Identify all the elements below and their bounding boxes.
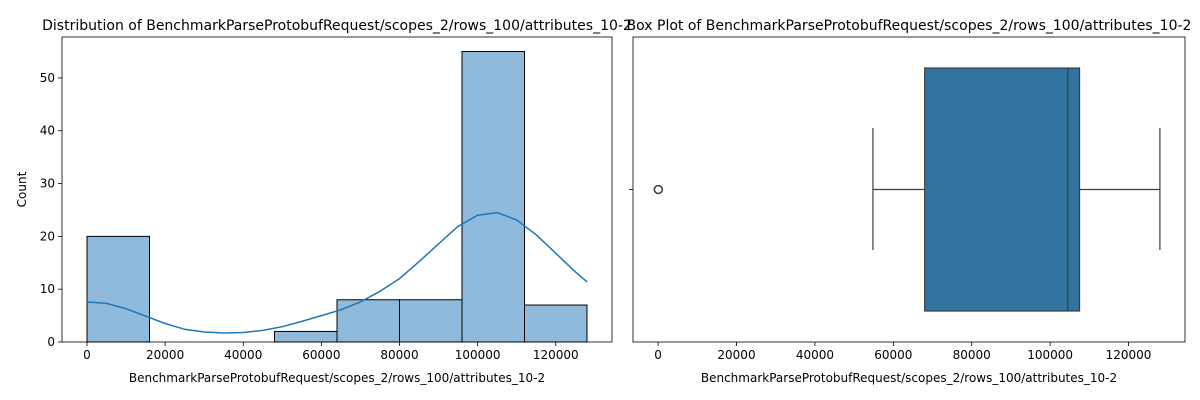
boxplot-outlier-2 — [653, 184, 664, 195]
histogram-bars — [86, 51, 588, 343]
boxplot-box — [924, 67, 1081, 312]
histogram-y-axis-label: Count — [15, 171, 29, 207]
histogram-x-tick-label-120000: 120000 — [533, 348, 579, 362]
boxplot-x-tick-label-40000: 40000 — [796, 348, 834, 362]
boxplot-marks — [653, 67, 1161, 312]
histogram-y-tick-label-10: 10 — [40, 282, 55, 296]
histogram-y-tick-label-50: 50 — [40, 71, 55, 85]
boxplot-x-ticks: 0 20000 40000 60000 80000 100000 120000 — [654, 342, 1151, 362]
histogram-y-tick-label-40: 40 — [40, 124, 55, 138]
histogram-y-tick-label-0: 0 — [47, 335, 55, 349]
histogram-bar-5 — [399, 299, 463, 343]
boxplot-x-tick-label-120000: 120000 — [1106, 348, 1152, 362]
kde-curve — [86, 211, 588, 334]
histogram-panel: 0 20000 40000 60000 80000 100000 120000 0 10 20 3… — [15, 18, 632, 385]
histogram-y-tick-label-20: 20 — [40, 229, 55, 243]
histogram-bar-4 — [336, 299, 400, 343]
histogram-x-tick-label-40000: 40000 — [224, 348, 262, 362]
histogram-y-ticks: 0 10 20 30 40 50 — [40, 71, 62, 349]
boxplot-x-tick-label-0: 0 — [654, 348, 662, 362]
histogram-y-tick-label-30: 30 — [40, 177, 55, 191]
histogram-x-ticks: 0 20000 40000 60000 80000 100000 120000 — [83, 342, 579, 362]
boxplot-x-tick-label-60000: 60000 — [874, 348, 912, 362]
histogram-x-tick-label-100000: 100000 — [455, 348, 501, 362]
boxplot-x-tick-label-20000: 20000 — [717, 348, 755, 362]
histogram-title: Distribution of BenchmarkParseProtobufRe… — [42, 18, 632, 34]
boxplot-x-tick-label-80000: 80000 — [953, 348, 991, 362]
histogram-x-tick-label-80000: 80000 — [380, 348, 418, 362]
boxplot-x-tick-label-100000: 100000 — [1027, 348, 1073, 362]
boxplot-title: Box Plot of BenchmarkParseProtobufReques… — [627, 18, 1192, 34]
boxplot-panel: 0 20000 40000 60000 80000 100000 120000 Box Pl… — [627, 18, 1192, 385]
histogram-bar-7 — [524, 304, 588, 343]
histogram-bar-3 — [274, 330, 338, 343]
histogram-x-tick-label-20000: 20000 — [146, 348, 184, 362]
boxplot-x-axis-label: BenchmarkParseProtobufRequest/scopes_2/r… — [701, 371, 1117, 385]
histogram-x-tick-label-0: 0 — [83, 348, 91, 362]
histogram-x-tick-label-60000: 60000 — [302, 348, 340, 362]
histogram-axes-frame — [61, 36, 613, 343]
histogram-x-axis-label: BenchmarkParseProtobufRequest/scopes_2/r… — [129, 371, 545, 385]
histogram-bar-0 — [86, 235, 150, 343]
histogram-bar-6 — [461, 51, 525, 343]
